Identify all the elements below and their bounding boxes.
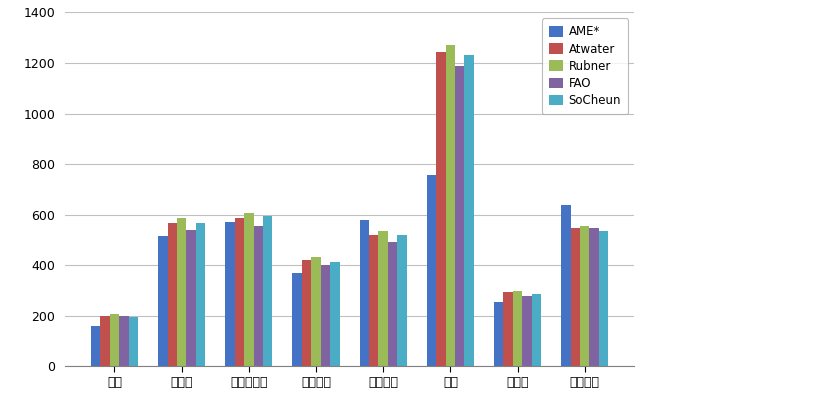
- Bar: [330, 262, 340, 366]
- Bar: [311, 258, 320, 366]
- Bar: [513, 291, 522, 366]
- Bar: [263, 216, 272, 366]
- Bar: [464, 54, 474, 366]
- Bar: [158, 236, 167, 366]
- Bar: [302, 260, 311, 366]
- Bar: [580, 226, 589, 366]
- Bar: [494, 302, 503, 366]
- Bar: [437, 52, 446, 366]
- Bar: [235, 218, 244, 366]
- Bar: [110, 314, 120, 366]
- Bar: [244, 213, 254, 366]
- Bar: [177, 218, 186, 366]
- Bar: [128, 317, 138, 366]
- Bar: [254, 226, 263, 366]
- Bar: [398, 235, 406, 366]
- Bar: [427, 175, 437, 366]
- Bar: [369, 235, 379, 366]
- Bar: [120, 316, 128, 366]
- Bar: [388, 242, 398, 366]
- Bar: [455, 65, 464, 366]
- Bar: [379, 231, 388, 366]
- Bar: [599, 231, 608, 366]
- Bar: [359, 220, 369, 366]
- Bar: [532, 294, 541, 366]
- Bar: [503, 292, 513, 366]
- Bar: [196, 223, 205, 366]
- Bar: [589, 228, 599, 366]
- Bar: [571, 228, 580, 366]
- Bar: [167, 223, 177, 366]
- Bar: [91, 326, 100, 366]
- Bar: [100, 316, 110, 366]
- Bar: [561, 205, 571, 366]
- Bar: [186, 230, 196, 366]
- Bar: [522, 296, 532, 366]
- Bar: [446, 45, 455, 366]
- Bar: [320, 265, 330, 366]
- Bar: [225, 222, 235, 366]
- Legend: AME*, Atwater, Rubner, FAO, SoCheun: AME*, Atwater, Rubner, FAO, SoCheun: [541, 18, 628, 114]
- Bar: [293, 272, 302, 366]
